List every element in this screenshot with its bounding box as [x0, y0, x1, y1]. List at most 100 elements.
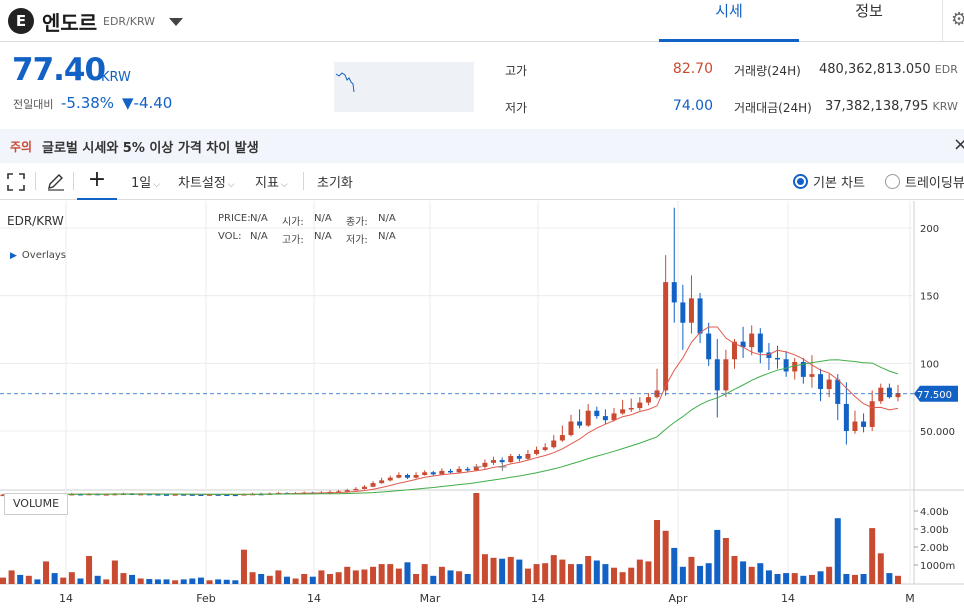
candle-body [697, 298, 703, 334]
candle-body [886, 387, 892, 398]
candle-body [465, 468, 471, 471]
tab-price[interactable]: 시세 [659, 0, 799, 42]
volume-bar [172, 580, 179, 584]
candle-body [731, 341, 737, 360]
volume-bar [886, 573, 893, 584]
candle-body [671, 282, 677, 303]
volume-bar [671, 547, 678, 584]
mini-chart [334, 62, 474, 112]
candle-body [232, 494, 238, 497]
volume-bar [843, 574, 850, 584]
candle-body [482, 462, 488, 467]
legend-open-value: N/A [314, 213, 332, 224]
volume-bar [524, 568, 531, 584]
gear-icon[interactable]: ⚙ [942, 0, 964, 42]
price-tick-label: 100 [920, 359, 939, 370]
volume-bar [593, 560, 600, 584]
high-value: 82.70 [672, 61, 713, 77]
volume-bar [834, 518, 841, 584]
basic-chart-radio[interactable] [793, 174, 808, 189]
volume-bar [774, 574, 781, 584]
candle-body [353, 488, 359, 491]
volume-bar [714, 529, 721, 584]
price-gap-notice: 주의 글로벌 시세와 5% 이상 가격 차이 발생 × [0, 129, 964, 163]
reset-button[interactable]: 초기화 [317, 176, 353, 191]
candle-body [809, 374, 815, 377]
basic-chart-label[interactable]: 기본 차트 [813, 176, 865, 191]
volume-bar [327, 574, 334, 584]
chart-settings-label: 차트설정 [178, 176, 226, 191]
notice-tag: 주의 [10, 140, 33, 154]
volume-bar [456, 571, 463, 584]
volume-bar [499, 558, 506, 584]
interval-select[interactable]: 1일 ⌵ [131, 176, 161, 191]
candle-body [370, 483, 376, 487]
volume-bar [808, 574, 815, 584]
overlays-toggle[interactable]: ▶ Overlays [10, 250, 66, 261]
fullscreen-icon[interactable] [6, 172, 26, 192]
legend-low-value: N/A [378, 231, 396, 242]
x-tick-label: Apr [668, 592, 688, 605]
candle-body [551, 440, 557, 448]
legend-price-label: PRICE: [218, 213, 251, 224]
chevron-down-icon[interactable] [169, 18, 183, 26]
candle-body [516, 456, 522, 459]
legend-high-value: N/A [314, 231, 332, 242]
volume-bar [688, 556, 695, 584]
candle-body [181, 494, 187, 496]
triangle-right-icon: ▶ [10, 251, 17, 261]
candle-body [749, 333, 755, 348]
volume-bar [43, 561, 50, 584]
volume-bar [103, 579, 110, 584]
coin-header: E 엔도르 EDR/KRW 시세 정보 ⚙ [0, 0, 964, 42]
tradingview-label[interactable]: 트레이딩뷰 [905, 176, 964, 191]
current-price-tag [914, 385, 958, 402]
close-icon[interactable]: × [953, 134, 964, 155]
high-label: 고가 [505, 64, 528, 78]
volume-bar [206, 580, 213, 584]
candle-body [611, 413, 617, 421]
candle-body [783, 359, 789, 372]
candle-body [525, 454, 531, 459]
zoom-in-icon: + [497, 460, 508, 475]
chart-symbol: EDR/KRW [7, 214, 64, 228]
x-tick-label: 14 [531, 592, 545, 605]
volume-bar [697, 565, 704, 584]
volume-bar [585, 556, 592, 584]
candle-body [895, 393, 901, 398]
volume-bar [146, 579, 153, 584]
candle-body [189, 494, 195, 496]
volume-bar [473, 493, 480, 584]
legend-price-value: N/A [250, 213, 268, 224]
indicators-select[interactable]: 지표 ⌵ [255, 176, 288, 191]
volume-bar [662, 530, 669, 584]
coin-name[interactable]: 엔도르 [42, 11, 98, 35]
volume-bar [163, 579, 170, 584]
pencil-icon[interactable] [46, 172, 66, 192]
chart-settings-select[interactable]: 차트설정 ⌵ [178, 176, 235, 191]
legend-close-value: N/A [378, 213, 396, 224]
candle-body [344, 490, 350, 492]
candle-body [542, 447, 548, 450]
crosshair-button[interactable]: + [77, 163, 117, 200]
volume-bar [722, 538, 729, 584]
candle-body [835, 379, 841, 404]
price-chart[interactable]: 14 Feb 14 Mar 14 Apr 14 M 200 150 100 50.000 4.00b 3.… [0, 201, 964, 610]
chart-canvas[interactable]: 14 Feb 14 Mar 14 Apr 14 M 200 150 100 50.000 4.00b 3.… [0, 201, 964, 610]
candle-body [766, 352, 772, 358]
volume-bar [189, 578, 196, 584]
value-unit: KRW [932, 100, 958, 113]
candle-body [637, 402, 643, 408]
candle-body [198, 494, 204, 496]
tradingview-radio[interactable] [885, 174, 900, 189]
low-label: 저가 [505, 101, 528, 115]
volume-bar [120, 573, 127, 584]
volume-bar [197, 577, 204, 584]
volume-bar [129, 574, 136, 584]
volume-bar [154, 579, 161, 584]
volume-bar [567, 564, 574, 584]
volume-bar [576, 564, 583, 584]
tab-info[interactable]: 정보 [855, 2, 883, 20]
volume-tick-label: 1000m [920, 561, 955, 572]
volume-bar [895, 575, 901, 584]
